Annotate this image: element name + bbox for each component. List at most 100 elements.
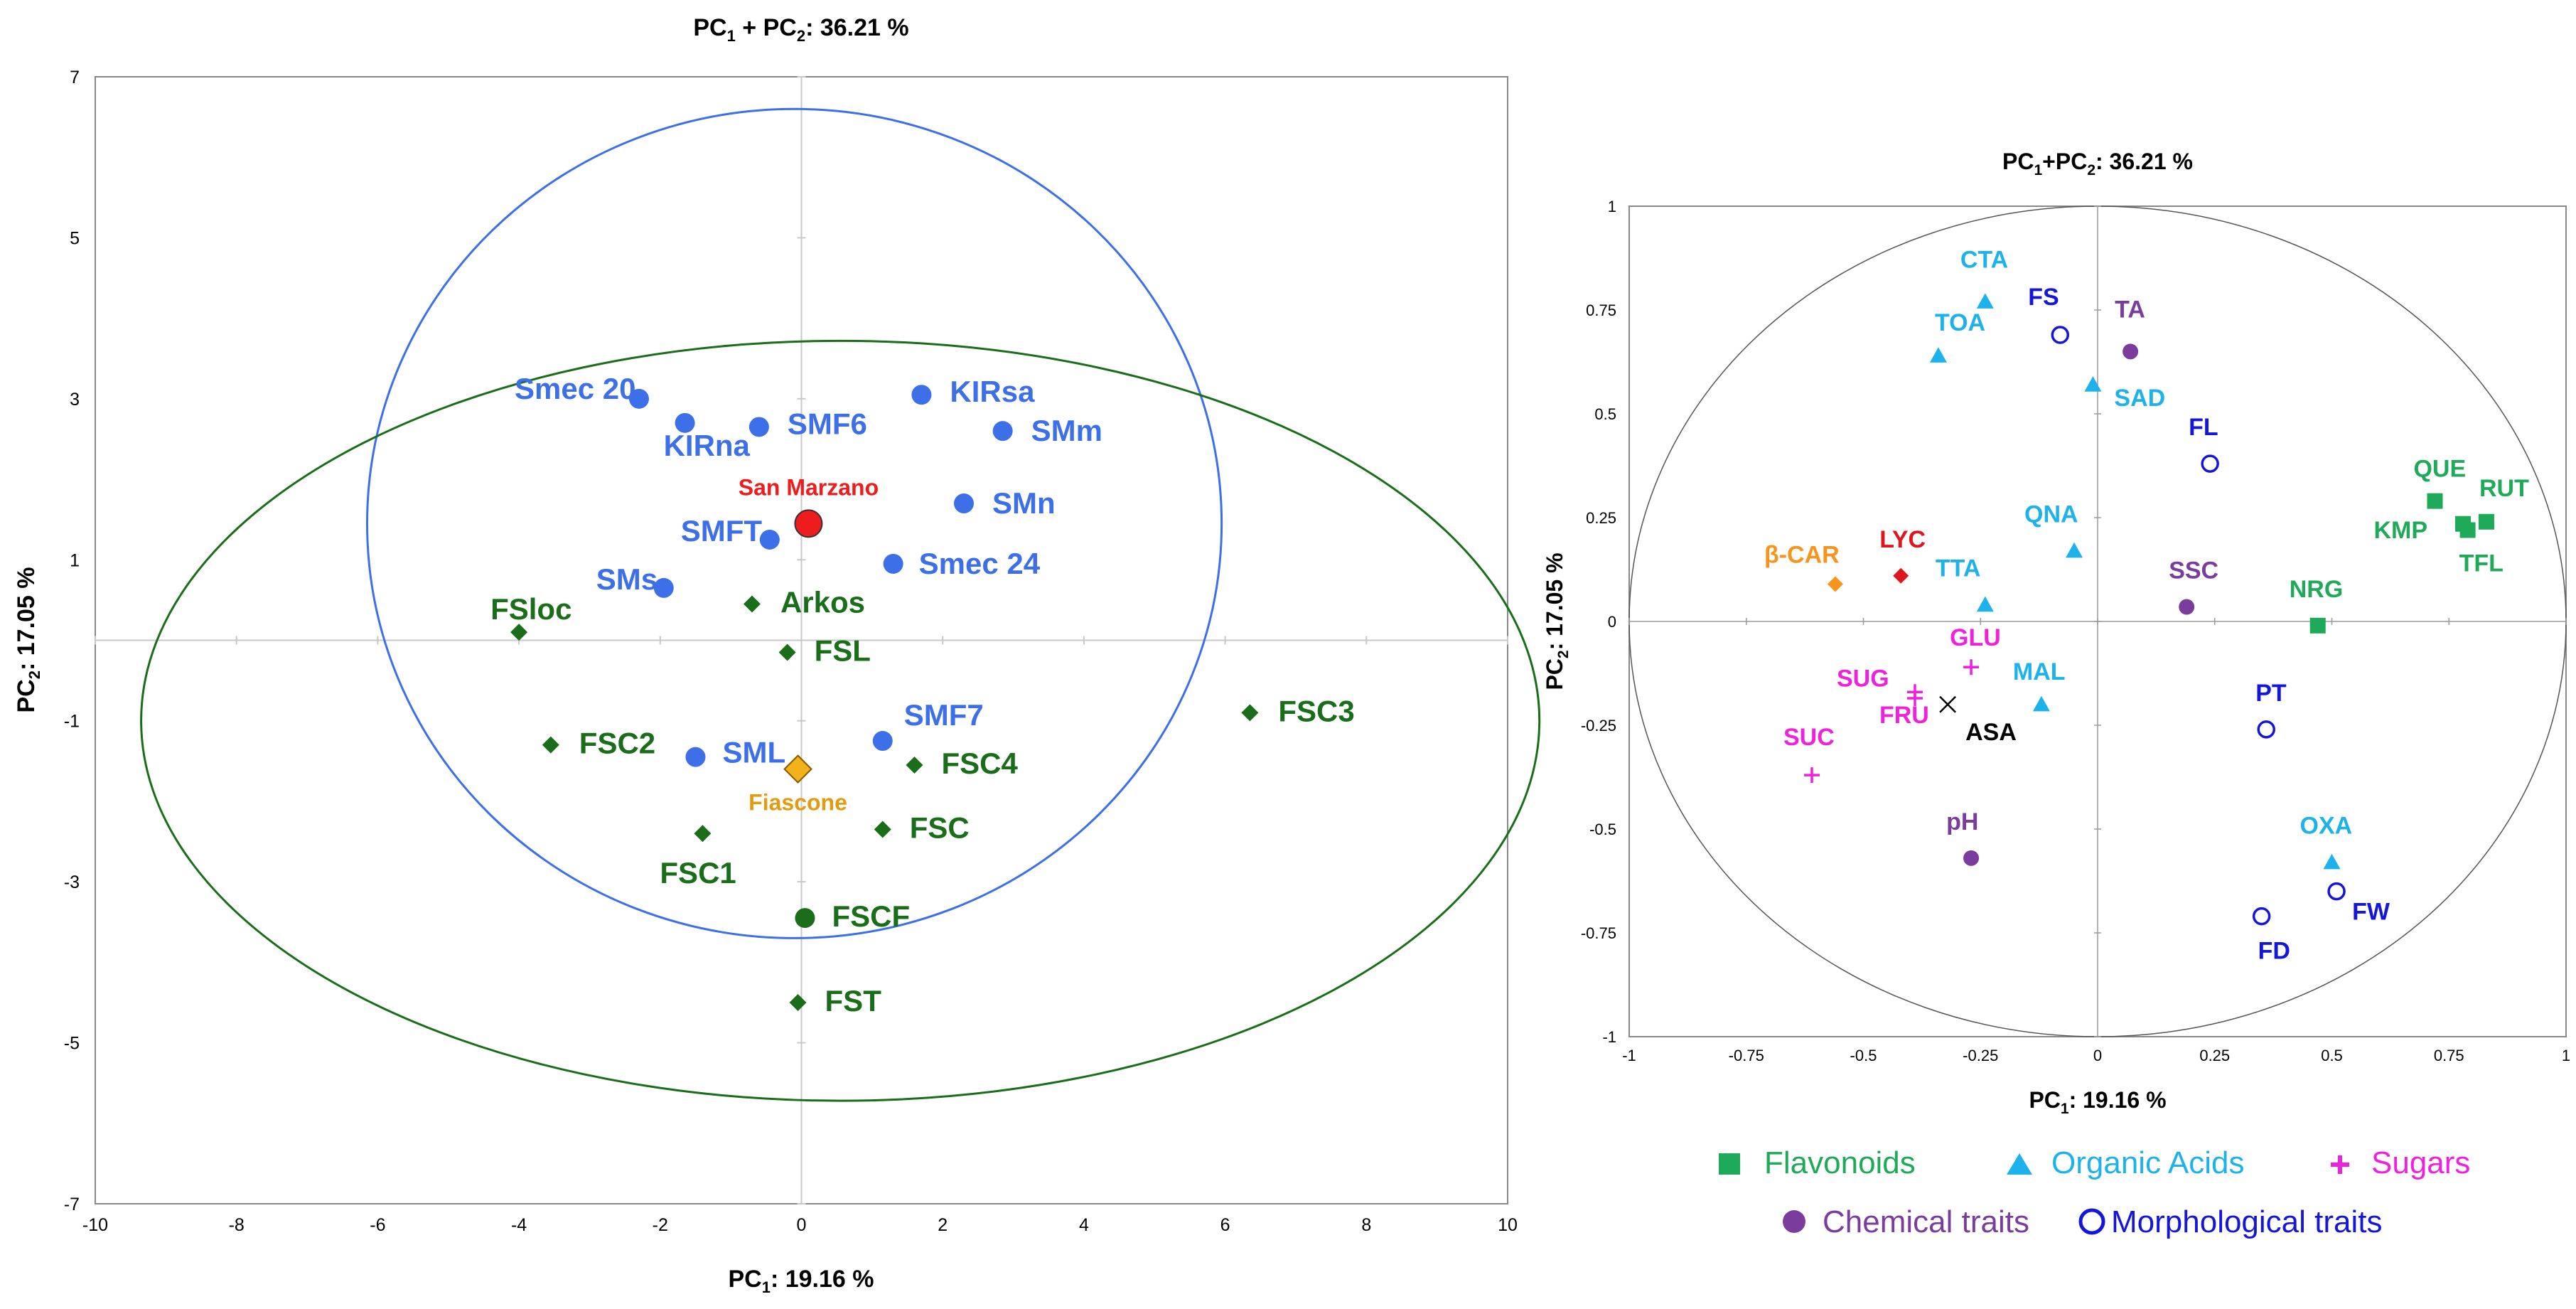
- point-smn: [954, 493, 975, 514]
- right-y-tick-label: -0.25: [1581, 717, 1616, 734]
- left-x-tick-label: 2: [938, 1215, 948, 1235]
- left-x-tick-label: -6: [370, 1215, 385, 1235]
- point-ssc: [2179, 599, 2195, 615]
- left-x-tick-label: -4: [511, 1215, 527, 1235]
- point-label-lyc: LYC: [1879, 526, 1926, 553]
- point-label-toa: TOA: [1935, 309, 1985, 336]
- point-nrg: [2309, 617, 2326, 634]
- point-label-suc: SUC: [1783, 724, 1835, 751]
- left-plot-marks: -10 -8 -6 -4 -2 0 2 4 6 8 10 -7 -5 -3 -1 1 3 5 7 Smec 20 KIR…: [64, 68, 1541, 1235]
- legend: Flavonoids Organic Acids Sugars Chemical…: [1719, 1145, 2470, 1239]
- left-x-tick-label: -2: [653, 1215, 668, 1235]
- point-mal: [2032, 695, 2050, 712]
- centroid-label-fiascone: Fiascone: [748, 790, 847, 816]
- left-x-tick-label: 10: [1498, 1215, 1518, 1235]
- point-sml: [685, 747, 706, 767]
- point-kirna: [675, 412, 695, 433]
- right-x-tick-label: 0: [2093, 1047, 2102, 1064]
- left-score-plot: PC1 + PC2: 36.21 % PC1: 19.16 % PC2: 17.…: [13, 14, 1541, 1296]
- right-x-tick-label: -0.75: [1729, 1047, 1764, 1064]
- legend-marker-flavonoids: [1719, 1153, 1740, 1175]
- legend-marker-sugars: [2331, 1155, 2349, 1174]
- right-y-tick-label: 0: [1608, 613, 1616, 631]
- right-y-tick-label: -0.5: [1589, 821, 1616, 838]
- series-morphological-traits: FS FL PT FW FD: [2028, 284, 2390, 965]
- point-label-car: β-CAR: [1764, 541, 1840, 568]
- point-smec-20: [628, 388, 649, 409]
- point-label-pt: PT: [2255, 680, 2287, 707]
- point-fsc3: [1241, 704, 1259, 722]
- right-x-tick-label: -0.5: [1850, 1047, 1877, 1064]
- point-oxa: [2323, 853, 2341, 870]
- right-y-tick-label: 1: [1608, 198, 1616, 215]
- legend-item-sugars: Sugars: [2331, 1145, 2470, 1180]
- point-fsc: [874, 821, 891, 838]
- point-label-smec-24: Smec 24: [919, 547, 1041, 580]
- point-que: [2427, 493, 2443, 509]
- point-label-sms: SMs: [596, 562, 658, 596]
- point-label-fs: FS: [2028, 284, 2059, 311]
- point-label-ph: pH: [1946, 808, 1978, 835]
- legend-marker-morphological-traits: [2078, 1208, 2105, 1235]
- point-sad: [2084, 376, 2102, 392]
- point-cta: [1976, 293, 1994, 309]
- right-y-tick-label: -1: [1602, 1028, 1616, 1046]
- point-fd: [2252, 907, 2271, 926]
- point-label-arkos: Arkos: [780, 586, 865, 619]
- point-label-fscf: FSCF: [832, 899, 910, 933]
- point-label-fl: FL: [2189, 414, 2218, 441]
- left-y-tick-label: 1: [70, 550, 80, 570]
- legend-label-sugars: Sugars: [2371, 1145, 2470, 1180]
- point-label-ssc: SSC: [2169, 557, 2218, 584]
- san-marzano-ellipse: [365, 107, 1223, 939]
- point-label-tta: TTA: [1936, 555, 1981, 582]
- point-fl: [2201, 454, 2219, 473]
- point-asa: [1939, 695, 1957, 713]
- point-tfl: [2459, 522, 2476, 538]
- point-suc: [1804, 767, 1820, 784]
- left-y-tick-label: -5: [64, 1034, 80, 1054]
- point-label-fru: FRU: [1879, 702, 1929, 729]
- legend-label-morphological-traits: Morphological traits: [2111, 1204, 2383, 1239]
- legend-item-flavonoids: Flavonoids: [1719, 1145, 1916, 1180]
- left-y-tick-label: 7: [70, 68, 80, 87]
- point-label-qna: QNA: [2024, 501, 2078, 528]
- point-label-fd: FD: [2258, 938, 2290, 965]
- right-x-tick-label: 0.25: [2199, 1047, 2230, 1064]
- point-label-fsl: FSL: [815, 634, 871, 667]
- point-smm: [992, 421, 1013, 442]
- series-sugars: GLU SUG FRU SUC: [1783, 624, 2001, 784]
- right-x-tick-label: -0.25: [1963, 1047, 1998, 1064]
- centroid-san-marzano: [794, 509, 823, 538]
- point-smec-24: [883, 553, 903, 574]
- legend-marker-chemical-traits: [1783, 1210, 1805, 1233]
- left-x-tick-label: -8: [229, 1215, 245, 1235]
- left-plot-title: PC1 + PC2: 36.21 %: [693, 14, 908, 45]
- point-lyc: [1893, 567, 1909, 584]
- point-label-smf7: SMF7: [904, 698, 984, 732]
- point-sms: [653, 577, 674, 598]
- left-y-axis-label: PC2: 17.05 %: [13, 567, 43, 712]
- right-x-tick-label: -1: [1622, 1047, 1636, 1064]
- point-label-glu: GLU: [1950, 624, 2001, 651]
- point-label-fst: FST: [825, 984, 882, 1017]
- centroid-fiascone: [783, 754, 812, 784]
- left-x-tick-label: 6: [1220, 1215, 1230, 1235]
- point-toa: [1929, 347, 1947, 363]
- point-label-fw: FW: [2352, 899, 2390, 926]
- point-label-nrg: NRG: [2290, 576, 2344, 603]
- legend-marker-organic-acids: [2007, 1153, 2032, 1175]
- right-y-tick-label: 0.5: [1594, 405, 1616, 423]
- point-smf7: [872, 731, 893, 752]
- left-x-tick-label: -10: [82, 1215, 108, 1235]
- point-fsl: [778, 643, 796, 661]
- legend-label-flavonoids: Flavonoids: [1764, 1145, 1916, 1180]
- point-label-fsc: FSC: [910, 811, 970, 845]
- left-y-tick-label: -7: [64, 1195, 80, 1214]
- legend-item-organic-acids: Organic Acids: [2007, 1145, 2244, 1180]
- left-x-tick-label: 0: [797, 1215, 807, 1235]
- series-fscf: FSCF: [795, 899, 910, 933]
- legend-label-chemical-traits: Chemical traits: [1823, 1204, 2029, 1239]
- point-label-rut: RUT: [2479, 475, 2529, 502]
